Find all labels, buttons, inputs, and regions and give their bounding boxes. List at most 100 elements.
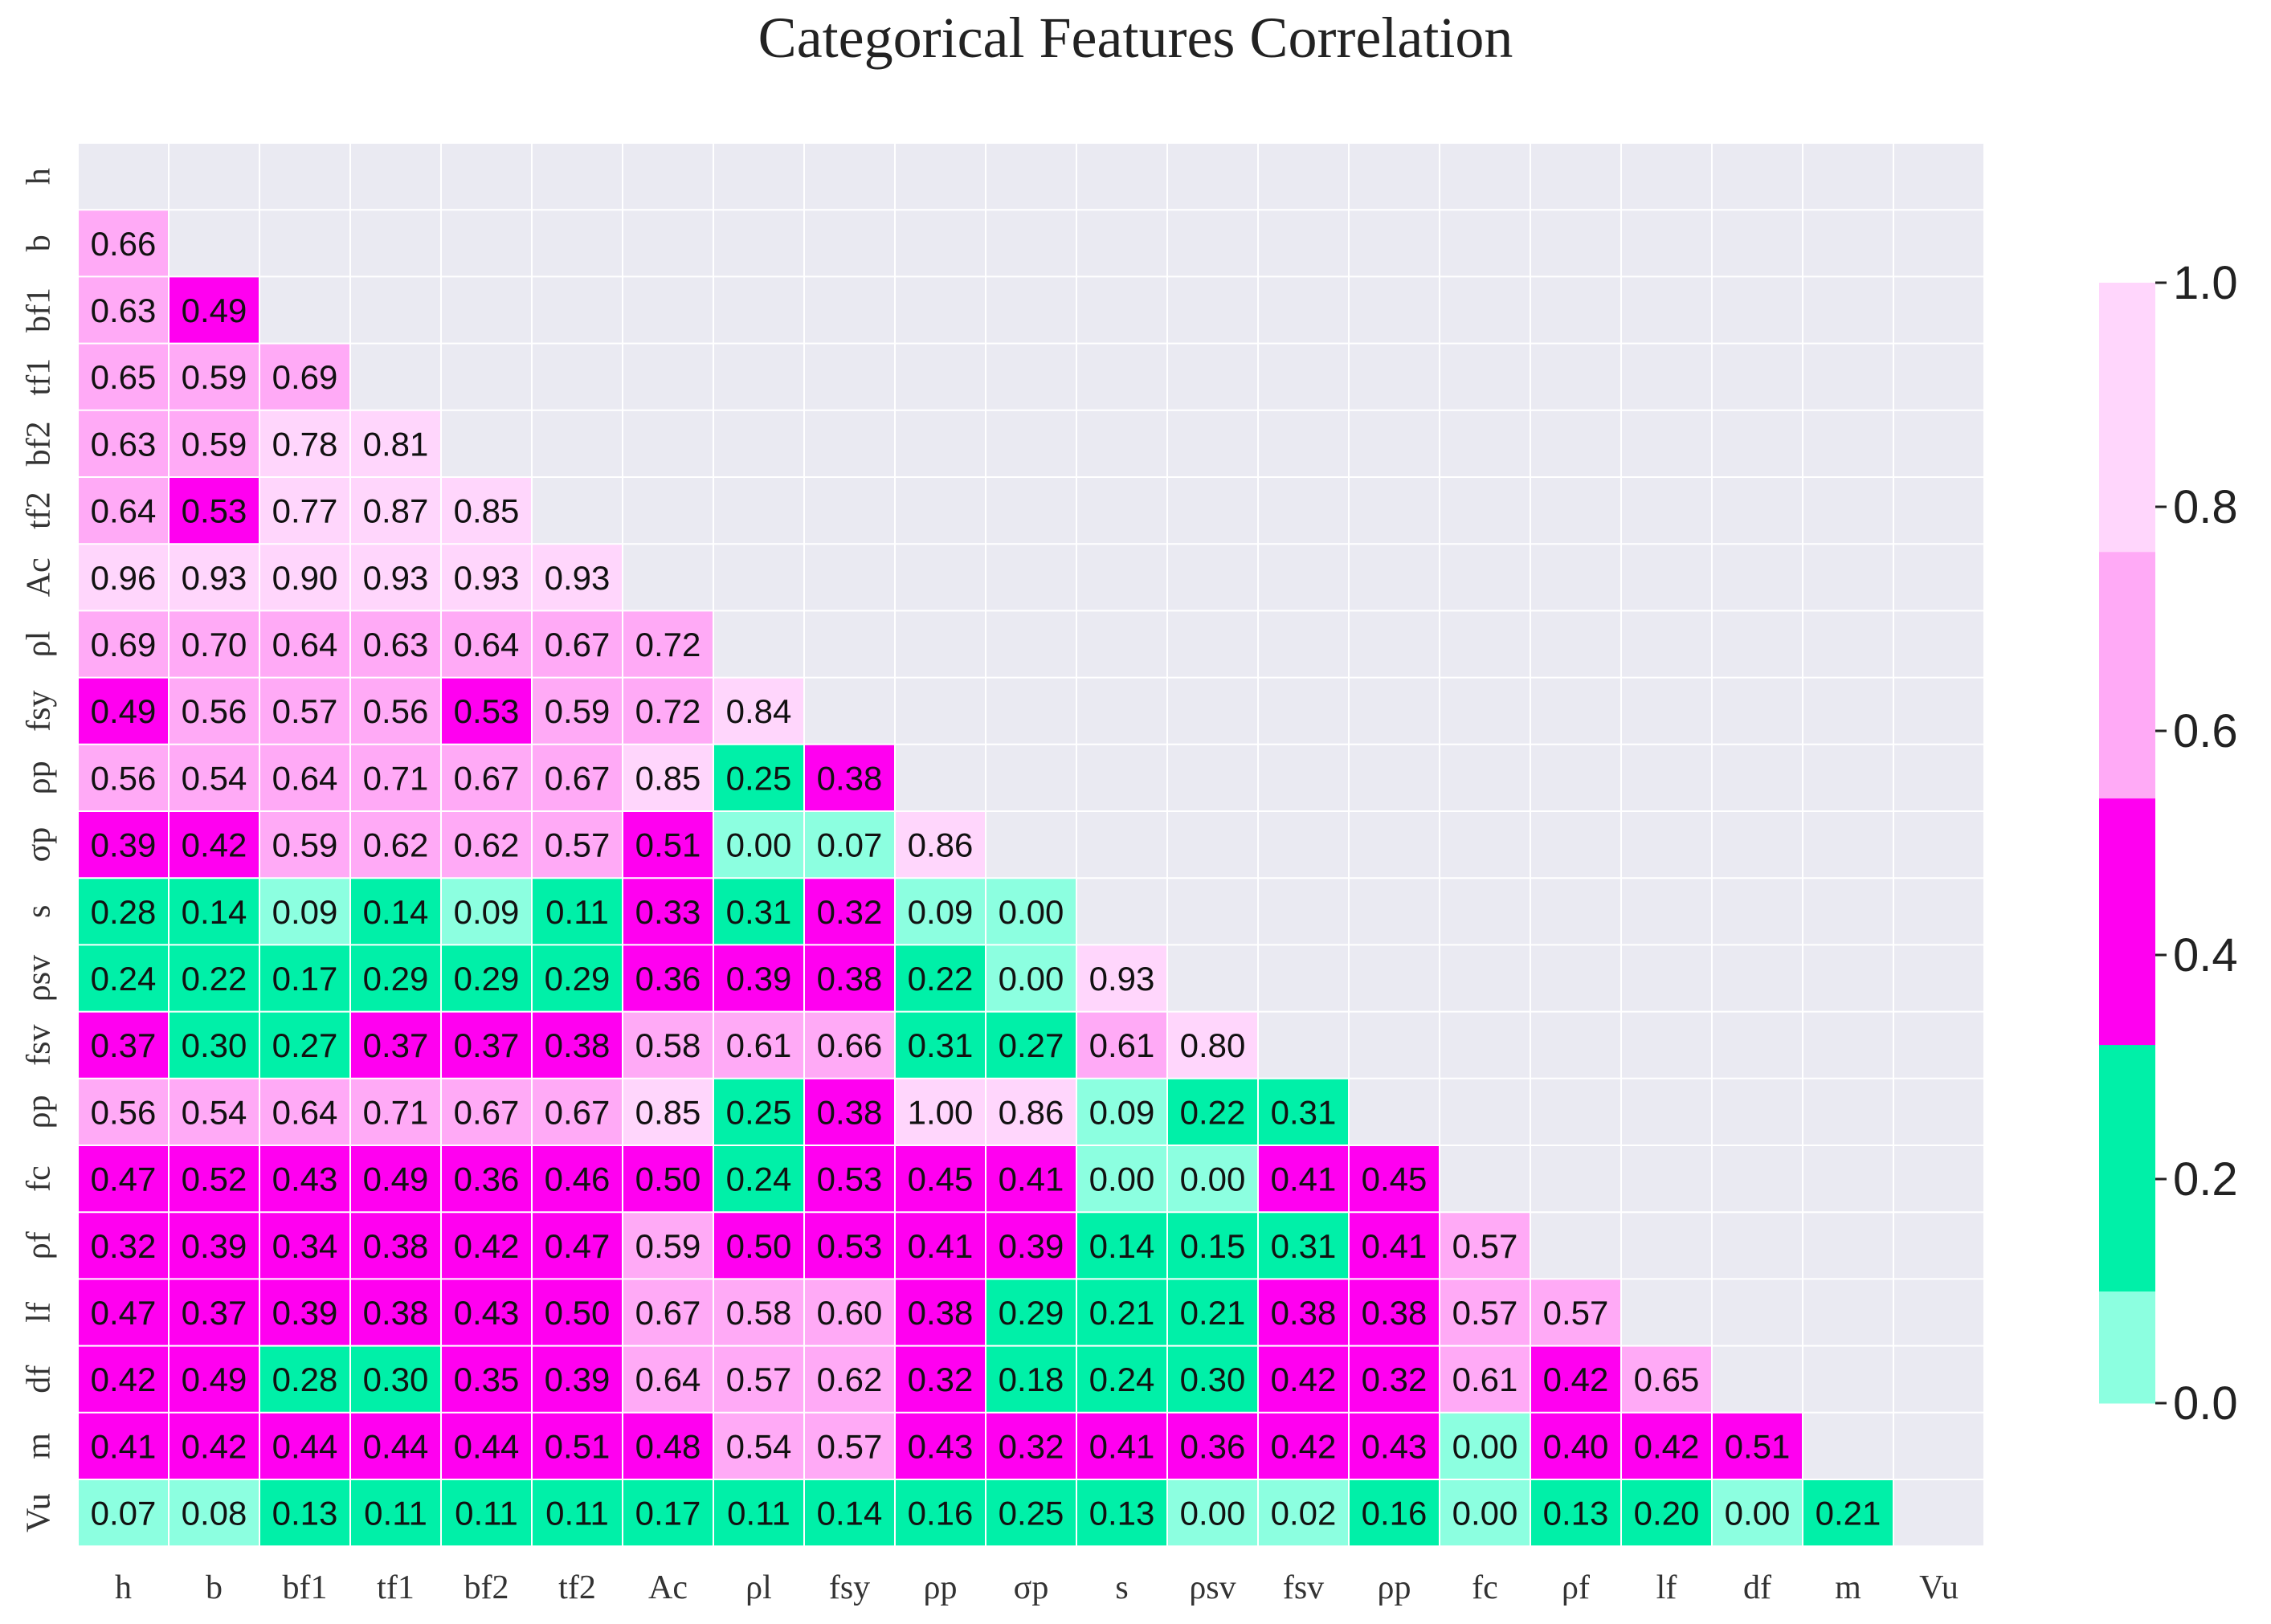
heatmap-cell-18-14 (1349, 1345, 1440, 1413)
heatmap-cell-6-5 (532, 544, 623, 611)
heatmap-cell-11-5 (532, 878, 623, 945)
heatmap-cell-10-0 (78, 811, 169, 879)
cell-value-label: 0.65 (1634, 1361, 1700, 1398)
heatmap-cell-9-3 (350, 744, 441, 811)
heatmap-cell-14-12 (1167, 1078, 1258, 1145)
heatmap-cell-8-6 (623, 677, 713, 745)
cell-value-label: 0.66 (817, 1026, 883, 1064)
heatmap-cell-6-1 (169, 544, 259, 611)
heatmap-cell-17-13 (1258, 1279, 1349, 1346)
heatmap-cell-17-16 (1530, 1279, 1621, 1346)
cell-value-label: 0.16 (908, 1495, 974, 1532)
heatmap-cell-13-5 (532, 1011, 623, 1079)
cell-value-label: 1.00 (908, 1093, 974, 1131)
heatmap-cell-14-4 (441, 1078, 532, 1145)
cell-value-label: 0.32 (999, 1427, 1064, 1465)
cell-value-label: 0.00 (1180, 1161, 1246, 1198)
y-tick-label: ρsv (21, 955, 58, 1002)
y-tick-label: tf1 (21, 358, 58, 396)
heatmap-cell-14-9 (895, 1078, 986, 1145)
cell-value-label: 0.15 (1180, 1227, 1246, 1265)
heatmap-cell-10-1 (169, 811, 259, 879)
heatmap-cell-12-9 (895, 945, 986, 1012)
heatmap-cell-4-3 (350, 410, 441, 477)
heatmap-cell-15-4 (441, 1145, 532, 1213)
x-tick-label: σp (1014, 1569, 1049, 1606)
cell-value-label: 0.59 (182, 425, 247, 463)
heatmap-cell-16-12 (1167, 1212, 1258, 1279)
heatmap-cell-7-2 (259, 610, 350, 678)
heatmap-cell-16-2 (259, 1212, 350, 1279)
heatmap-cell-18-12 (1167, 1345, 1258, 1413)
heatmap-cell-13-1 (169, 1011, 259, 1079)
cell-value-label: 0.02 (1271, 1495, 1337, 1532)
cell-value-label: 0.20 (1634, 1495, 1700, 1532)
heatmap-cell-16-9 (895, 1212, 986, 1279)
x-tick-label: tf1 (377, 1569, 415, 1606)
cell-value-label: 0.93 (363, 559, 429, 597)
heatmap-cell-13-3 (350, 1011, 441, 1079)
cell-value-label: 0.67 (545, 759, 611, 797)
cell-value-label: 0.56 (91, 759, 157, 797)
heatmap-cell-16-13 (1258, 1212, 1349, 1279)
cell-value-label: 0.67 (635, 1294, 701, 1332)
heatmap-cell-19-0 (78, 1412, 169, 1479)
cell-value-label: 0.11 (545, 1495, 609, 1532)
x-tick-label: ρp (1378, 1569, 1411, 1606)
heatmap-cell-13-8 (804, 1011, 895, 1079)
heatmap-cell-6-4 (441, 544, 532, 611)
heatmap-cell-12-7 (713, 945, 804, 1012)
cell-value-label: 0.22 (1180, 1093, 1246, 1131)
cell-value-label: 0.57 (817, 1427, 883, 1465)
cell-value-label: 0.17 (635, 1495, 701, 1532)
heatmap-cell-14-5 (532, 1078, 623, 1145)
cell-value-label: 0.37 (182, 1294, 247, 1332)
cell-value-label: 0.86 (908, 826, 974, 864)
heatmap-cell-19-16 (1530, 1412, 1621, 1479)
cell-value-label: 0.50 (635, 1161, 701, 1198)
heatmap-cell-9-2 (259, 744, 350, 811)
heatmap-cell-18-8 (804, 1345, 895, 1413)
heatmap-cell-2-1 (169, 276, 259, 344)
heatmap-cell-18-1 (169, 1345, 259, 1413)
heatmap-cell-20-7 (713, 1479, 804, 1547)
cell-value-label: 0.54 (182, 1093, 247, 1131)
cell-value-label: 0.58 (726, 1294, 792, 1332)
y-tick-label: df (21, 1365, 58, 1393)
cell-value-label: 0.00 (1452, 1427, 1518, 1465)
cell-value-label: 0.69 (272, 358, 338, 396)
colorbar-tick-label: 0.6 (2173, 705, 2238, 757)
heatmap-cell-8-1 (169, 677, 259, 745)
cell-value-label: 0.44 (454, 1427, 520, 1465)
heatmap-cell-11-2 (259, 878, 350, 945)
cell-value-label: 0.22 (908, 960, 974, 998)
heatmap-cell-20-2 (259, 1479, 350, 1547)
y-tick-label: ρp (21, 1095, 58, 1128)
cell-value-label: 0.28 (272, 1361, 338, 1398)
heatmap-cell-11-8 (804, 878, 895, 945)
cell-value-label: 0.14 (363, 893, 429, 931)
cell-value-label: 0.60 (817, 1294, 883, 1332)
cell-value-label: 0.85 (635, 759, 701, 797)
heatmap-cell-20-3 (350, 1479, 441, 1547)
heatmap-cell-15-14 (1349, 1145, 1440, 1213)
heatmap-cell-19-14 (1349, 1412, 1440, 1479)
cell-value-label: 0.38 (545, 1026, 611, 1064)
cell-value-label: 0.39 (726, 960, 792, 998)
heatmap-cell-13-0 (78, 1011, 169, 1079)
heatmap-cell-17-2 (259, 1279, 350, 1346)
cell-value-label: 0.93 (545, 559, 611, 597)
x-tick-label: tf2 (558, 1569, 596, 1606)
cell-value-label: 0.49 (182, 292, 247, 329)
cell-value-label: 0.53 (454, 692, 520, 730)
y-tick-label: ρl (21, 631, 58, 658)
cell-value-label: 0.66 (91, 225, 157, 263)
heatmap-cell-8-0 (78, 677, 169, 745)
heatmap-cell-3-1 (169, 343, 259, 410)
heatmap-cell-11-4 (441, 878, 532, 945)
y-tick-label: tf2 (21, 492, 58, 529)
heatmap-cell-18-16 (1530, 1345, 1621, 1413)
heatmap-cell-15-8 (804, 1145, 895, 1213)
cell-value-label: 0.41 (1362, 1227, 1428, 1265)
heatmap-cell-17-1 (169, 1279, 259, 1346)
